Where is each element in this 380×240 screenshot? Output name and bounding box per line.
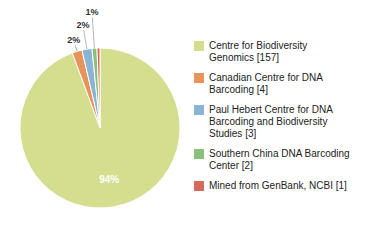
leader-line [92,17,94,48]
legend-item: Canadian Centre for DNABarcoding [4] [194,72,323,95]
legend-item: Southern China DNA BarcodingCenter [2] [194,148,350,171]
legend-label: Mined from GenBank, NCBI [1] [209,180,347,191]
data-label: 1% [85,7,98,17]
legend-swatch [194,105,204,115]
legend-label: Centre for BiodiversityGenomics [157] [209,40,307,63]
leader-line [75,45,77,52]
data-label: 94% [99,174,119,185]
data-labels: 94% 2% 2% 1% [67,7,119,184]
data-label: 2% [67,35,80,45]
legend-item: Centre for BiodiversityGenomics [157] [194,40,307,63]
pie [20,48,180,208]
leader-line [84,30,87,49]
legend-swatch [194,73,204,83]
legend-swatch [194,149,204,159]
data-label: 2% [77,20,90,30]
legend: Centre for BiodiversityGenomics [157] Can… [194,40,350,192]
legend-item: Paul Hebert Centre for DNABarcoding and … [194,104,333,139]
legend-swatch [194,41,204,51]
legend-label: Canadian Centre for DNABarcoding [4] [209,72,323,95]
legend-label: Paul Hebert Centre for DNABarcoding and … [209,104,333,139]
legend-label: Southern China DNA BarcodingCenter [2] [209,148,350,171]
legend-item: Mined from GenBank, NCBI [1] [194,180,347,192]
pie-slice [20,48,180,208]
pie-slice [92,48,100,128]
legend-swatch [194,181,204,191]
pie-slice [82,48,100,128]
chart: 94% 2% 2% 1% Centre for BiodiversityGenomics… [0,0,380,240]
pie-slice [97,48,100,128]
